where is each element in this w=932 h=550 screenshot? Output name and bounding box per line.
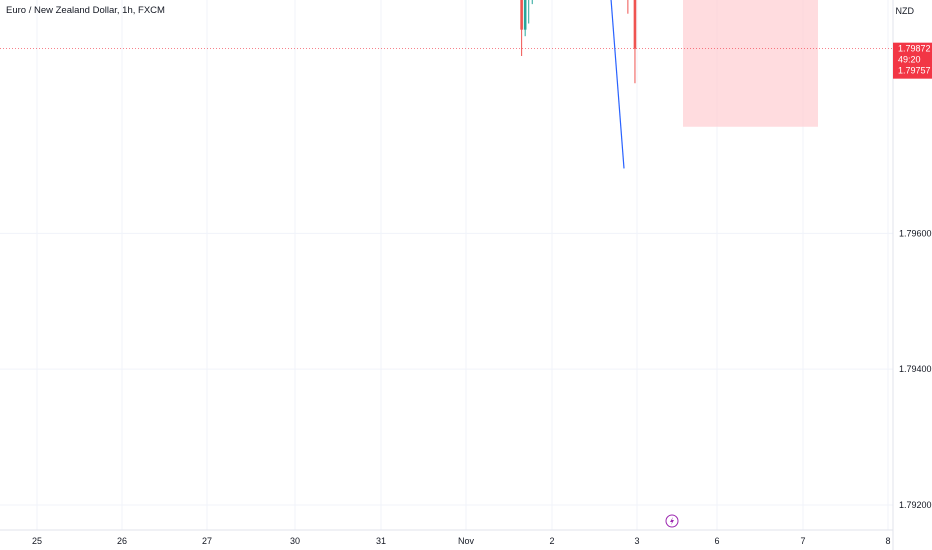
last-price-tag-row: 49:20	[898, 55, 921, 65]
x-tick-label: 30	[290, 536, 300, 546]
symbol-title[interactable]: Euro / New Zealand Dollar, 1h, FXCM	[6, 5, 165, 16]
lightning-icon[interactable]	[665, 514, 679, 528]
x-tick-label: 2	[549, 536, 554, 546]
x-tick-label: 26	[117, 536, 127, 546]
loss-zone[interactable]	[683, 0, 818, 127]
y-tick-label: 1.79600	[899, 228, 932, 238]
x-tick-label: 27	[202, 536, 212, 546]
x-tick-label: 8	[885, 536, 890, 546]
x-tick-label: 7	[800, 536, 805, 546]
candle-body	[520, 0, 523, 30]
candle-body	[633, 0, 637, 49]
y-tick-label: 1.79200	[899, 500, 932, 510]
x-tick-label: 31	[376, 536, 386, 546]
x-tick-label: 25	[32, 536, 42, 546]
last-price-tag-row: 1.79757	[898, 66, 931, 76]
last-price-tag	[893, 42, 932, 79]
x-tick-label: Nov	[458, 536, 475, 546]
x-tick-label: 3	[634, 536, 639, 546]
candle-body	[523, 0, 527, 30]
downtrend-line[interactable]	[478, 0, 625, 169]
y-tick-label: 1.79400	[899, 364, 932, 374]
currency-label: NZD	[895, 6, 915, 16]
x-tick-label: 6	[714, 536, 719, 546]
last-price-tag-text: 1.79872	[898, 44, 931, 54]
